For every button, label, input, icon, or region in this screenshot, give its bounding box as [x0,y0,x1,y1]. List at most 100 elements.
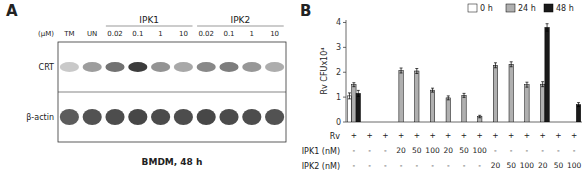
error-line [526,82,527,87]
legend-swatch [544,4,553,12]
column-label: 0.1 [223,30,234,38]
category-label: - [368,146,371,155]
error-cap [478,115,481,116]
bar [525,85,529,122]
error-bar [400,68,403,73]
gel-band [265,62,284,72]
category-label: 50 [506,161,516,170]
column-label: 1 [250,30,254,38]
error-line [349,93,350,99]
unit-label: (μM) [38,30,54,38]
category-label: 20 [538,161,548,170]
legend: 0 h24 h48 h [468,4,574,13]
category-label: - [510,146,513,155]
legend-swatch [468,4,477,12]
error-line [479,115,480,117]
category-label: + [414,131,420,140]
error-line [495,63,496,68]
category-label: 100 [567,161,582,170]
category-label: - [400,161,403,170]
group-bracket [197,26,284,27]
bar [356,93,360,122]
error-bar [415,69,418,74]
bar [540,84,544,122]
error-cap [525,87,528,88]
gel-band [197,109,216,125]
error-cap [463,93,466,94]
y-tick-label: 0 [336,118,341,127]
error-cap [494,62,497,63]
column-label: 1 [158,30,162,38]
category-label: 50 [459,146,469,155]
category-label: - [431,161,434,170]
category-label: - [541,146,544,155]
error-cap [348,92,351,93]
row-label: β-actin [26,113,54,122]
error-cap [431,88,434,89]
error-cap [546,23,549,24]
error-bar [357,90,360,96]
error-line [358,90,359,96]
error-cap [525,82,528,83]
row-name: Rv [330,132,341,141]
row-label: CRT [39,63,55,72]
error-cap [510,61,513,62]
category-label: + [540,131,546,140]
category-label: - [353,146,356,155]
gel-band [242,62,261,72]
category-label: + [508,131,514,140]
category-label: + [571,131,577,140]
bar [347,96,351,122]
category-label: - [384,161,387,170]
category-label: 100 [425,146,440,155]
bar [446,98,450,122]
error-bar [510,62,513,67]
error-cap [478,117,481,118]
row-name: IPK2 (nM) [302,162,340,171]
y-tick-label: 4 [336,18,341,27]
category-label: 100 [520,161,535,170]
y-tick-label: 1 [336,93,341,102]
bar [430,90,434,122]
bar [352,85,356,122]
category-label: 20 [396,146,406,155]
error-cap [415,73,418,74]
column-label: 0.02 [198,30,214,38]
error-bar [431,88,434,92]
error-bar [577,103,580,107]
error-line [464,93,465,97]
error-line [353,83,354,87]
category-label: - [384,146,387,155]
error-line [542,82,543,87]
error-bar [478,115,481,117]
error-cap [352,82,355,83]
category-label: + [366,131,372,140]
error-cap [415,68,418,69]
row-name: IPK1 (nM) [302,147,340,156]
bar [399,71,403,122]
category-label: - [478,161,481,170]
bar [576,105,580,122]
category-label: + [429,131,435,140]
group-label: IPK2 [231,15,251,25]
legend-label: 48 h [556,4,574,13]
bar [462,95,466,122]
category-label: - [447,161,450,170]
error-bar [447,96,450,100]
gel-band [219,109,238,125]
error-cap [431,92,434,93]
category-label: - [573,146,576,155]
gel-band [174,62,193,72]
column-label: 0.02 [107,30,123,38]
chart-svg: ACRTβ-actin(μM)TMUN0.020.11100.020.1110I… [0,0,587,182]
category-label: 100 [473,146,488,155]
error-cap [357,96,360,97]
category-label: 20 [491,161,501,170]
y-tick-label: 3 [336,43,341,52]
error-cap [400,72,403,73]
gel-band [60,109,79,125]
error-line [578,103,579,107]
category-label: - [353,161,356,170]
gel-band [60,62,79,72]
gel-band [105,109,124,125]
